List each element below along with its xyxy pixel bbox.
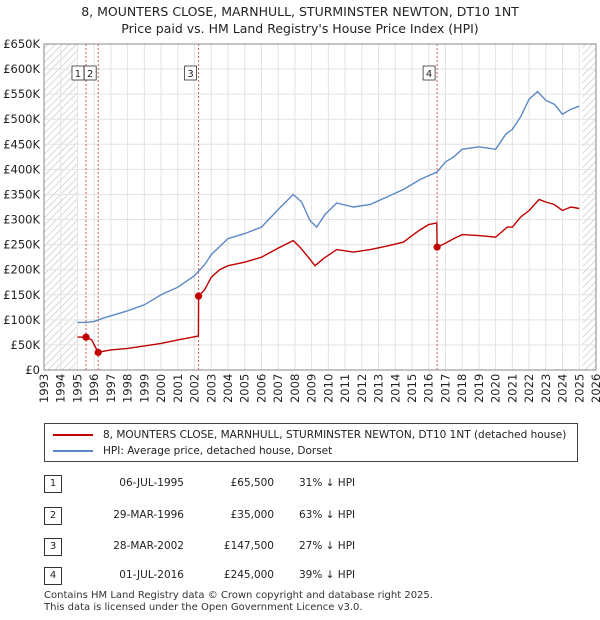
x-tick-label: 1995 bbox=[70, 374, 84, 403]
x-tick-label: 2003 bbox=[204, 374, 218, 403]
sale-point bbox=[433, 243, 441, 251]
legend-label-hpi: HPI: Average price, detached house, Dors… bbox=[103, 445, 333, 457]
footer-copyright: Contains HM Land Registry data © Crown c… bbox=[44, 590, 433, 601]
marker-box bbox=[422, 65, 436, 81]
x-tick-label: 1998 bbox=[121, 374, 135, 403]
y-tick-label: £600K bbox=[3, 62, 40, 76]
y-tick-label: £450K bbox=[3, 137, 40, 151]
x-tick-label: 2010 bbox=[321, 374, 335, 403]
y-tick-label: £300K bbox=[3, 213, 40, 227]
legend-label-property: 8, MOUNTERS CLOSE, MARNHULL, STURMINSTER… bbox=[103, 429, 567, 441]
x-tick-label: 2022 bbox=[522, 374, 536, 403]
marker-label: 2 bbox=[87, 69, 93, 80]
x-tick-label: 2006 bbox=[254, 374, 268, 403]
legend-item-property: 8, MOUNTERS CLOSE, MARNHULL, STURMINSTER… bbox=[53, 427, 566, 443]
transaction-row: 2 29-MAR-1996 £35,000 63% ↓ HPI bbox=[44, 507, 584, 525]
series-line-property bbox=[77, 198, 580, 354]
sale-point bbox=[94, 348, 102, 357]
transaction-date: 06-JUL-1995 bbox=[119, 477, 184, 489]
x-tick-label: 2012 bbox=[355, 374, 369, 403]
transaction-number: 4 bbox=[44, 567, 62, 585]
hatched-region-right bbox=[582, 44, 596, 370]
y-tick-label: £0 bbox=[25, 363, 40, 377]
x-tick-label: 2005 bbox=[238, 374, 252, 403]
x-tick-label: 2023 bbox=[539, 374, 553, 403]
marker-box bbox=[184, 65, 197, 81]
x-tick-label: 2025 bbox=[572, 374, 586, 403]
legend-line-property bbox=[53, 434, 93, 436]
x-tick-label: 2007 bbox=[271, 374, 285, 403]
price-chart: 1 2 3 4 £0 £50K £100K £150K £200K £250K £300K £350K… bbox=[3, 37, 600, 403]
x-tick-label: 2020 bbox=[489, 374, 503, 403]
transaction-number: 3 bbox=[44, 538, 62, 556]
x-tick-label: 2004 bbox=[221, 374, 235, 403]
transaction-number: 2 bbox=[44, 507, 62, 525]
marker-box bbox=[83, 65, 97, 81]
chart-subtitle: Price paid vs. HM Land Registry's House … bbox=[121, 21, 479, 36]
y-tick-label: £350K bbox=[3, 187, 40, 201]
x-tick-label: 2017 bbox=[438, 374, 452, 403]
x-tick-label: 2000 bbox=[154, 374, 168, 403]
x-tick-label: 1993 bbox=[37, 374, 51, 403]
transaction-date: 01-JUL-2016 bbox=[119, 569, 184, 581]
x-tick-label: 2018 bbox=[455, 374, 469, 403]
x-tick-label: 2013 bbox=[372, 374, 386, 403]
transaction-row: 3 28-MAR-2002 £147,500 27% ↓ HPI bbox=[44, 538, 584, 556]
legend: 8, MOUNTERS CLOSE, MARNHULL, STURMINSTER… bbox=[44, 423, 578, 462]
x-tick-label: 1994 bbox=[54, 374, 68, 403]
y-tick-label: £150K bbox=[3, 288, 40, 302]
transaction-price: £35,000 bbox=[230, 509, 274, 521]
sale-point bbox=[194, 292, 203, 300]
transaction-price: £147,500 bbox=[223, 540, 274, 552]
y-tick-label: £400K bbox=[3, 162, 40, 176]
transaction-price: £245,000 bbox=[223, 569, 274, 581]
transaction-date: 29-MAR-1996 bbox=[113, 509, 184, 521]
transaction-date: 28-MAR-2002 bbox=[113, 540, 184, 552]
x-tick-label: 1997 bbox=[104, 374, 118, 403]
legend-item-hpi: HPI: Average price, detached house, Dors… bbox=[53, 443, 332, 459]
x-tick-label: 2008 bbox=[288, 374, 302, 403]
x-tick-label: 2021 bbox=[505, 374, 519, 403]
x-tick-label: 2014 bbox=[388, 374, 402, 403]
transaction-hpi: 39% ↓ HPI bbox=[299, 569, 356, 581]
transaction-row: 4 01-JUL-2016 £245,000 39% ↓ HPI bbox=[44, 567, 584, 585]
x-tick-label: 2016 bbox=[422, 374, 436, 403]
y-tick-label: £100K bbox=[3, 313, 40, 327]
x-tick-label: 2024 bbox=[556, 374, 570, 403]
marker-label: 3 bbox=[187, 69, 193, 80]
marker-label: 1 bbox=[75, 69, 81, 80]
marker-label: 4 bbox=[426, 69, 432, 80]
transaction-row: 1 06-JUL-1995 £65,500 31% ↓ HPI bbox=[44, 475, 584, 493]
transaction-price: £65,500 bbox=[230, 477, 274, 489]
legend-line-hpi bbox=[53, 450, 93, 452]
series-line-hpi bbox=[77, 90, 580, 324]
x-tick-label: 1996 bbox=[87, 374, 101, 403]
y-tick-label: £250K bbox=[3, 238, 40, 252]
x-tick-label: 2002 bbox=[188, 374, 202, 403]
x-tick-label: 2015 bbox=[405, 374, 419, 403]
x-tick-label: 2011 bbox=[338, 374, 352, 403]
x-tick-label: 2009 bbox=[305, 374, 319, 403]
y-tick-label: £500K bbox=[3, 112, 40, 126]
x-tick-label: 1999 bbox=[137, 374, 151, 403]
transaction-hpi: 63% ↓ HPI bbox=[299, 509, 356, 521]
y-tick-label: £550K bbox=[3, 87, 40, 101]
y-tick-label: £200K bbox=[3, 263, 40, 277]
transaction-hpi: 31% ↓ HPI bbox=[299, 477, 356, 489]
x-tick-label: 2001 bbox=[171, 374, 185, 403]
transaction-hpi: 27% ↓ HPI bbox=[299, 540, 356, 552]
transaction-number: 1 bbox=[44, 475, 62, 493]
sale-point bbox=[82, 333, 90, 341]
y-tick-label: £650K bbox=[3, 37, 40, 51]
x-tick-label: 2026 bbox=[589, 374, 600, 403]
chart-title: 8, MOUNTERS CLOSE, MARNHULL, STURMINSTER… bbox=[81, 4, 519, 19]
y-tick-label: £50K bbox=[11, 338, 41, 352]
plot-frame bbox=[43, 43, 597, 371]
x-tick-label: 2019 bbox=[472, 374, 486, 403]
footer-licence: This data is licensed under the Open Gov… bbox=[44, 602, 363, 613]
plot-area bbox=[44, 44, 596, 370]
